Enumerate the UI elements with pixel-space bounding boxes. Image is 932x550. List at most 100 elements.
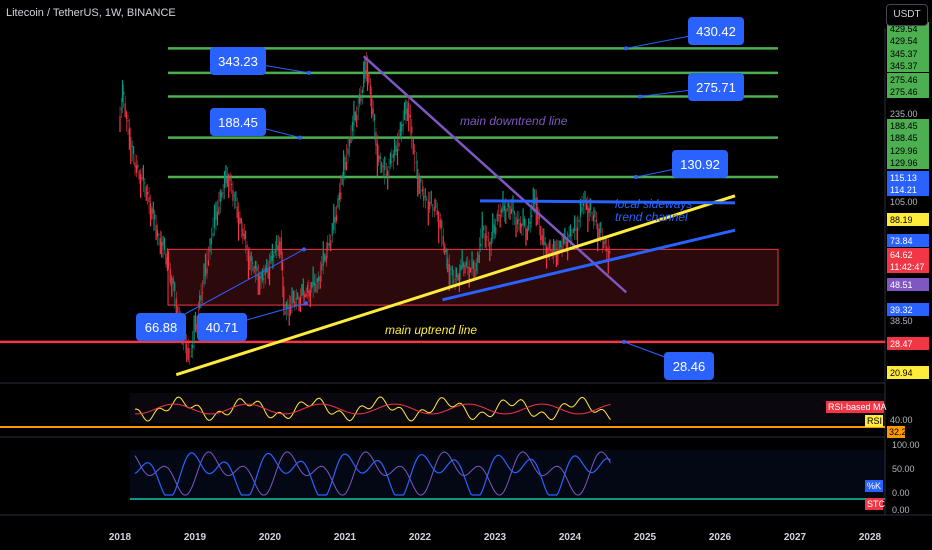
candle-body (555, 251, 558, 267)
candle-body (507, 202, 510, 208)
candle-body (468, 267, 470, 288)
chart-title: Litecoin / TetherUS, 1W, BINANCE (6, 7, 176, 19)
candle-body (426, 198, 428, 200)
price-scale-label: 275.46 (890, 87, 918, 97)
candle-body (119, 116, 121, 132)
price-scale-badge (887, 171, 929, 184)
candle-body (475, 262, 477, 271)
candle-body (319, 275, 321, 289)
candle-body (487, 238, 489, 242)
candle-body (232, 190, 234, 202)
candle-body (353, 100, 355, 126)
candle-body (454, 278, 456, 280)
candle-body (457, 274, 459, 281)
x-tick-label: 2019 (184, 532, 207, 543)
x-tick-label: 2021 (334, 532, 357, 543)
candle-body (590, 198, 592, 211)
candle-body (152, 201, 154, 214)
price-scale-label: 11:42:47 (890, 262, 924, 272)
candle-body (131, 145, 133, 147)
candle-body (330, 240, 332, 252)
candle-body (130, 136, 132, 165)
candle-body (187, 348, 189, 360)
candle-body (342, 150, 345, 178)
candle-body (516, 219, 519, 225)
price-scale-label: 429.54 (890, 36, 918, 46)
candle-body (171, 276, 173, 297)
candle-body (308, 290, 310, 297)
callout-box (210, 47, 266, 75)
candle-body (603, 241, 605, 249)
candle-body (460, 265, 462, 271)
candle-body (340, 192, 342, 199)
stc-scale-label: STC (867, 499, 886, 509)
candle-body (327, 242, 329, 251)
candle-body (267, 269, 269, 279)
candle-body (240, 218, 243, 223)
candle-body (584, 190, 586, 201)
candle-body (576, 227, 579, 247)
candle-body (246, 244, 248, 249)
candle-body (215, 201, 217, 220)
candle-body (365, 70, 367, 74)
candle-body (287, 304, 289, 308)
candle-body (233, 194, 235, 196)
rsi-scale-label: RSI (867, 416, 882, 426)
candle-body (474, 269, 476, 281)
candle-body (510, 208, 513, 214)
candle-body (144, 182, 146, 184)
x-tick-label: 2026 (709, 532, 732, 543)
candle-body (123, 91, 125, 95)
candle-body (230, 183, 233, 185)
candle-body (210, 237, 213, 244)
candle-body (558, 240, 560, 249)
candle-body (324, 253, 326, 261)
candle-body (574, 215, 576, 232)
candle-body (294, 301, 296, 307)
currency-button[interactable]: USDT (886, 4, 928, 26)
candle-body (464, 264, 466, 274)
price-scale-badge (887, 47, 929, 60)
callout-box (664, 352, 714, 380)
candle-body (544, 242, 546, 246)
candle-body (478, 254, 480, 264)
candle-body (598, 228, 600, 240)
candle-body (433, 206, 435, 212)
candle-body (490, 237, 492, 245)
candle-body (351, 121, 354, 132)
callout-label: 130.92 (680, 157, 720, 172)
candle-body (285, 301, 288, 310)
candle-body (568, 234, 570, 239)
candle-body (420, 176, 422, 183)
candle-body (194, 311, 197, 333)
candle-body (357, 107, 359, 110)
candle-body (199, 295, 201, 309)
candle-body (274, 249, 276, 254)
candle-body (166, 257, 168, 271)
candle-body (579, 198, 582, 217)
candle-body (368, 73, 370, 83)
candle-body (201, 292, 204, 294)
callout-label: 188.45 (218, 115, 258, 130)
price-scale-badge (887, 337, 929, 350)
candle-body (186, 344, 188, 363)
candle-body (261, 268, 264, 281)
candle-body (305, 293, 307, 298)
candle-body (313, 282, 316, 286)
candle-body (392, 154, 394, 159)
candle-body (196, 324, 198, 331)
candle-body (331, 223, 333, 236)
annotation-channel-2: trend channel (615, 210, 688, 224)
candle-body (221, 192, 223, 198)
downtrend-line (362, 55, 628, 294)
candle-body (216, 211, 219, 226)
candle-body (158, 233, 160, 235)
candle-body (312, 266, 314, 287)
candle-body (174, 282, 176, 292)
candle-body (531, 215, 533, 218)
price-scale-label: 105.00 (890, 197, 918, 207)
price-scale-badge (887, 59, 929, 72)
price-scale-label: 129.96 (890, 146, 918, 156)
rsi-band (130, 393, 885, 423)
